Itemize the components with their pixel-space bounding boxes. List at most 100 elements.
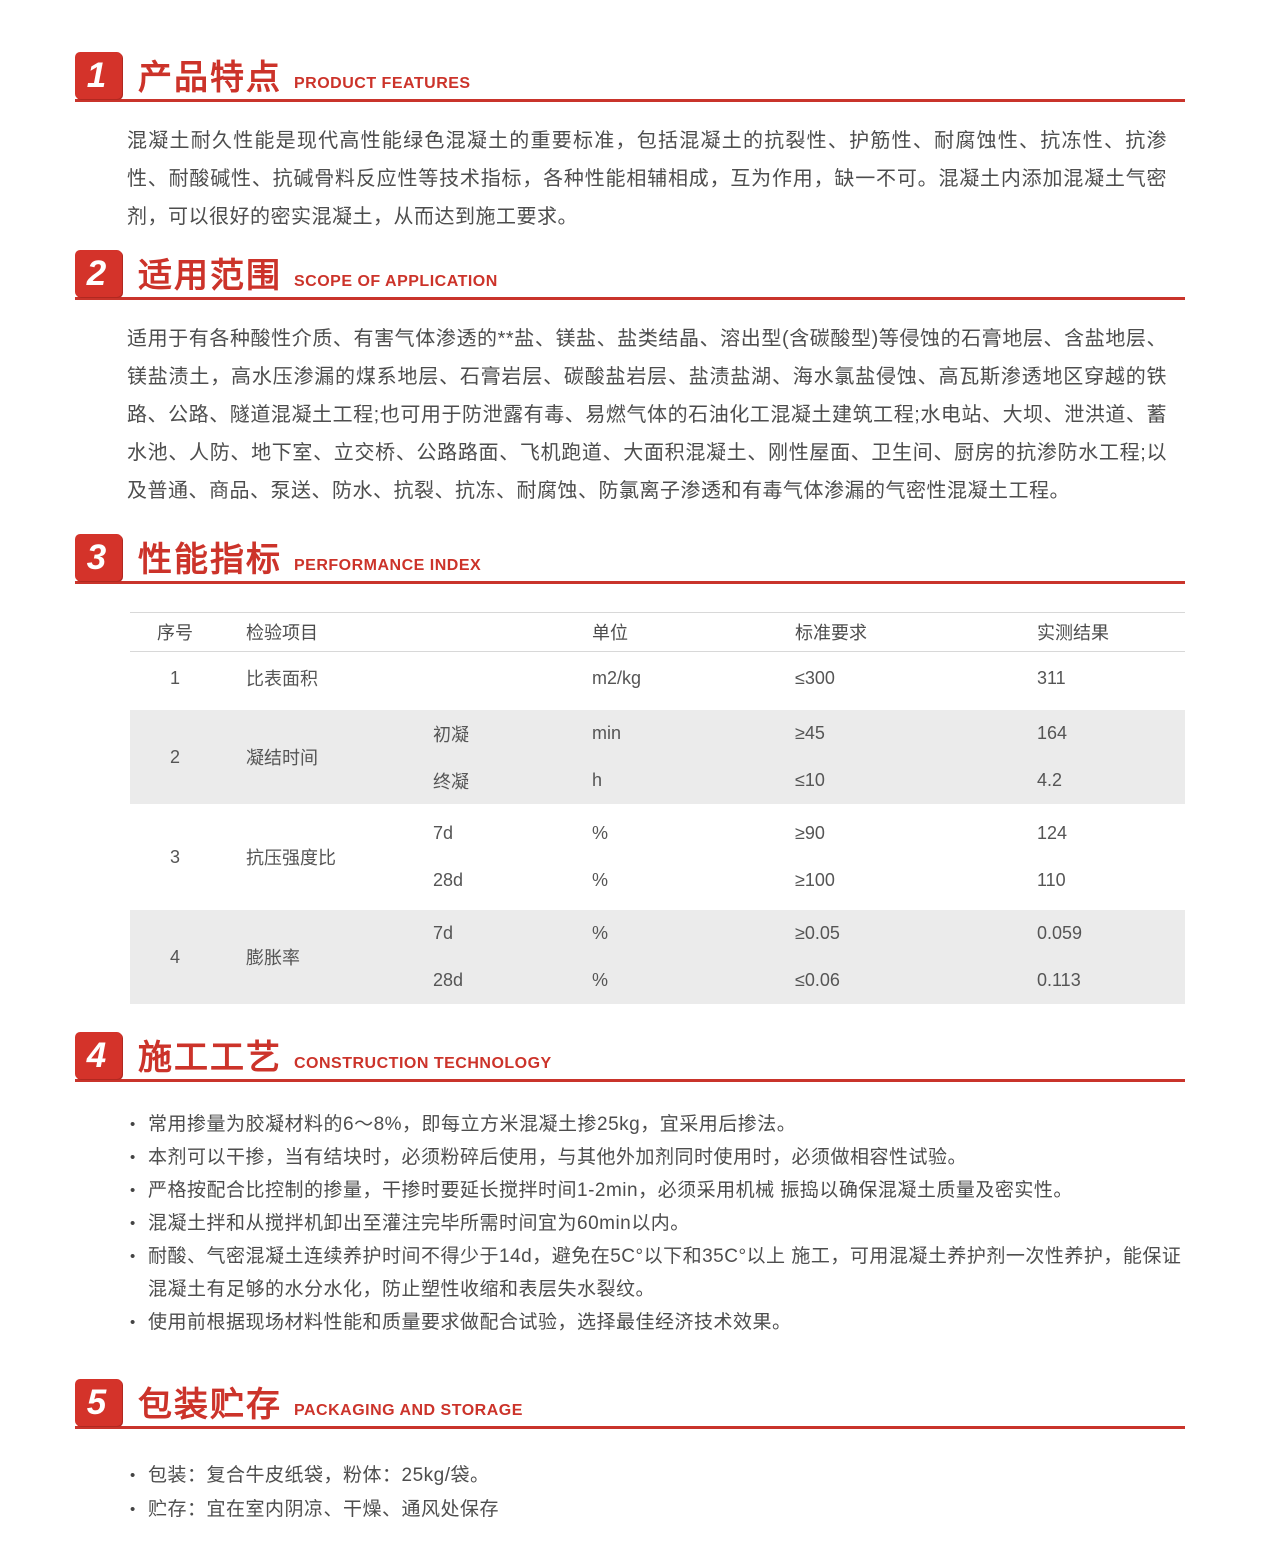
cell-unit: % [592,923,609,943]
col-header-unit: 单位 [592,623,628,643]
cell-no: 4 [169,946,180,967]
cell-sub: 28d [433,870,464,890]
cell-item: 比表面积 [246,669,318,689]
bullet-icon: • [130,1149,136,1166]
section-title: 包装贮存 [138,1386,282,1424]
bullet-text: 本剂可以干掺，当有结块时，必须粉碎后使用，与其他外加剂同时使用时，必须做相容性试… [148,1147,968,1168]
cell-no: 2 [169,746,180,767]
section-product-features: 1 产品特点 PRODUCT FEATURES 混凝土耐久性能是现代高性能绿色混… [75,52,1185,236]
list-item: • 耐酸、气密混凝土连续养护时间不得少于14d，避免在5C°以下和35C°以上 … [130,1240,1185,1306]
cell-no: 3 [169,846,180,867]
section-header: 1 产品特点 PRODUCT FEATURES [75,52,1185,102]
section-header: 5 包装贮存 PACKAGING AND STORAGE [75,1379,1185,1429]
bullet-list: • 包装：复合牛皮纸袋，粉体：25kg/袋。 • 贮存：宜在室内阴凉、干燥、通风… [130,1459,1185,1527]
bullet-icon: • [130,1501,136,1518]
cell-result: 4.2 [1037,770,1063,790]
cell-req: ≤300 [795,667,835,688]
cell-no: 1 [169,667,180,688]
table-row: 3 抗压强度比 7d % ≥90 124 28d % ≥100 110 [130,810,1185,904]
bullet-text: 耐酸、气密混凝土连续养护时间不得少于14d，避免在5C°以下和35C°以上 施工… [148,1246,1182,1300]
section-number-badge: 5 [75,1379,122,1426]
cell-unit: % [592,870,609,890]
performance-table: 序号 检验项目 单位 标准要求 实测结果 1 比表面积 m2/kg ≤300 3… [130,612,1185,1004]
section-title: 适用范围 [138,257,282,295]
cell-item: 凝结时间 [246,748,318,768]
cell-sub: 初凝 [433,724,469,745]
list-item: • 常用掺量为胶凝材料的6～8%，即每立方米混凝土掺25kg，宜采用后掺法。 [130,1108,1185,1141]
bullet-icon: • [130,1182,136,1199]
table-subrow: m2/kg ≤300 311 [410,652,1185,704]
bullet-list: • 常用掺量为胶凝材料的6～8%，即每立方米混凝土掺25kg，宜采用后掺法。 •… [130,1108,1185,1339]
cell-req: ≥0.05 [795,923,840,943]
section-performance-index: 3 性能指标 PERFORMANCE INDEX 序号 检验项目 单位 标准要求… [75,534,1185,1004]
cell-unit: % [592,823,609,843]
table-subrow: 28d % ≥100 110 [410,857,1185,904]
bullet-icon: • [130,1248,136,1265]
list-item: • 严格按配合比控制的掺量，干掺时要延长搅拌时间1-2min，必须采用机械 振捣… [130,1174,1185,1207]
section-number-badge: 2 [75,250,122,297]
section-header: 4 施工工艺 CONSTRUCTION TECHNOLOGY [75,1032,1185,1082]
table-row: 1 比表面积 m2/kg ≤300 311 [130,652,1185,704]
cell-req: ≥90 [795,823,825,843]
list-item: • 包装：复合牛皮纸袋，粉体：25kg/袋。 [130,1459,1185,1493]
bullet-text: 常用掺量为胶凝材料的6～8%，即每立方米混凝土掺25kg，宜采用后掺法。 [148,1114,797,1135]
bullet-text: 严格按配合比控制的掺量，干掺时要延长搅拌时间1-2min，必须采用机械 振捣以确… [148,1180,1073,1201]
cell-item: 抗压强度比 [246,848,336,868]
section-subtitle: SCOPE OF APPLICATION [294,273,498,290]
table-subrow: 7d % ≥90 124 [410,810,1185,857]
section-number: 2 [86,254,107,293]
cell-unit: min [592,723,622,743]
table-row: 2 凝结时间 初凝 min ≥45 164 终凝 h ≤10 4.2 [130,710,1185,804]
cell-result: 110 [1037,870,1066,890]
cell-item: 膨胀率 [246,948,300,968]
section-construction-technology: 4 施工工艺 CONSTRUCTION TECHNOLOGY • 常用掺量为胶凝… [75,1032,1185,1339]
cell-req: ≤0.06 [795,970,840,990]
bullet-icon: • [130,1467,136,1484]
section-number: 4 [86,1036,107,1075]
section-header: 3 性能指标 PERFORMANCE INDEX [75,534,1185,584]
section-paragraph: 适用于有各种酸性介质、有害气体渗透的**盐、镁盐、盐类结晶、溶出型(含碳酸型)等… [127,328,1167,502]
bullet-icon: • [130,1116,136,1133]
section-packaging-storage: 5 包装贮存 PACKAGING AND STORAGE • 包装：复合牛皮纸袋… [75,1379,1185,1527]
bullet-text: 贮存：宜在室内阴凉、干燥、通风处保存 [148,1499,500,1520]
cell-sub: 7d [433,923,454,943]
section-subtitle: CONSTRUCTION TECHNOLOGY [294,1055,552,1072]
bullet-icon: • [130,1215,136,1232]
cell-unit: % [592,970,609,990]
section-title: 性能指标 [138,541,282,579]
cell-sub: 7d [433,823,454,843]
table-subrow: 终凝 h ≤10 4.2 [410,757,1185,804]
cell-result: 164 [1037,723,1068,743]
table-subrow: 初凝 min ≥45 164 [410,710,1185,757]
cell-unit: m2/kg [592,667,642,688]
table-header-row: 序号 检验项目 单位 标准要求 实测结果 [130,612,1185,652]
section-number: 1 [86,56,107,95]
section-number-badge: 1 [75,52,122,99]
list-item: • 使用前根据现场材料性能和质量要求做配合试验，选择最佳经济技术效果。 [130,1306,1185,1339]
cell-result: 311 [1037,667,1066,688]
cell-result: 124 [1037,823,1068,843]
cell-sub: 终凝 [433,771,469,792]
bullet-text: 使用前根据现场材料性能和质量要求做配合试验，选择最佳经济技术效果。 [148,1312,792,1333]
bullet-icon: • [130,1314,136,1331]
section-title: 施工工艺 [138,1039,282,1077]
cell-result: 0.113 [1037,970,1081,990]
section-header: 2 适用范围 SCOPE OF APPLICATION [75,250,1185,300]
col-header-result: 实测结果 [1037,623,1109,643]
bullet-text: 混凝土拌和从搅拌机卸出至灌注完毕所需时间宜为60min以内。 [148,1213,690,1234]
col-header-no: 序号 [157,623,193,643]
list-item: • 本剂可以干掺，当有结块时，必须粉碎后使用，与其他外加剂同时使用时，必须做相容… [130,1141,1185,1174]
cell-req: ≤10 [795,770,825,790]
table-subrow: 7d % ≥0.05 0.059 [410,910,1185,957]
section-number-badge: 4 [75,1032,122,1079]
section-subtitle: PACKAGING AND STORAGE [294,1402,523,1419]
col-header-item: 检验项目 [246,623,318,643]
cell-req: ≥100 [795,870,835,890]
cell-unit: h [592,770,603,790]
section-number: 5 [86,1383,107,1422]
section-subtitle: PRODUCT FEATURES [294,75,471,92]
list-item: • 贮存：宜在室内阴凉、干燥、通风处保存 [130,1493,1185,1527]
table-row: 4 膨胀率 7d % ≥0.05 0.059 28d % ≤0.06 0.113 [130,910,1185,1004]
section-paragraph: 混凝土耐久性能是现代高性能绿色混凝土的重要标准，包括混凝土的抗裂性、护筋性、耐腐… [127,130,1167,228]
